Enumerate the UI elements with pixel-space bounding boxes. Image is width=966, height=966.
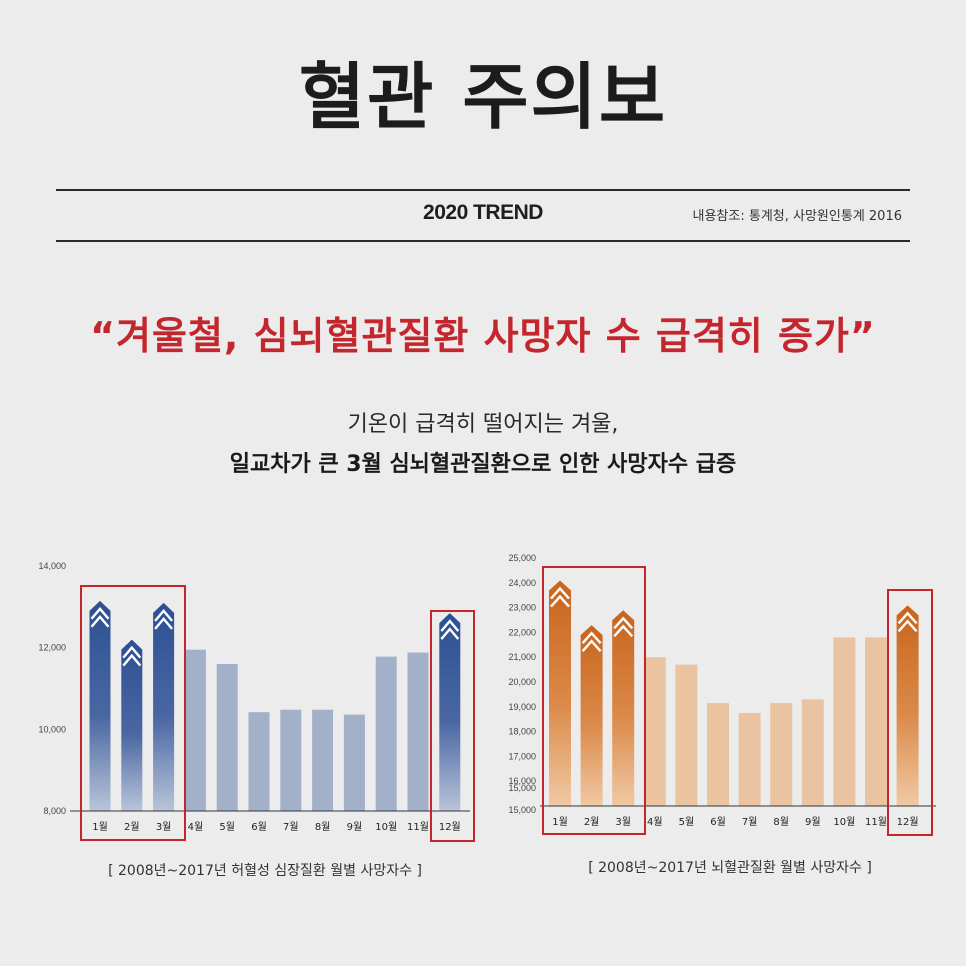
x-tick-label: 10월	[833, 816, 855, 828]
bar	[248, 712, 270, 811]
x-tick-label: 3월	[615, 816, 631, 828]
bar	[153, 602, 175, 811]
y-tick-label: 22,000	[508, 627, 536, 637]
bar	[375, 656, 397, 811]
bar	[643, 657, 666, 806]
x-tick-label: 2월	[124, 821, 140, 833]
bar	[675, 664, 698, 806]
x-tick-label: 7월	[283, 821, 299, 833]
x-tick-label: 4월	[188, 821, 204, 833]
bar	[343, 714, 365, 811]
x-tick-label: 5월	[219, 821, 235, 833]
headline: “겨울철, 심뇌혈관질환 사망자 수 급격히 증가”	[90, 314, 876, 358]
bar	[738, 713, 761, 806]
x-tick-label: 2월	[584, 816, 600, 828]
y-tick-label: 10,000	[38, 724, 66, 734]
bar	[865, 637, 887, 806]
x-tick-label: 9월	[805, 816, 821, 828]
x-tick-label: 6월	[710, 816, 726, 828]
x-tick-label: 5월	[679, 816, 695, 828]
bar	[549, 580, 571, 806]
y-tick-label: 16,000	[508, 776, 536, 786]
chevron-up-icon	[550, 586, 570, 600]
top-divider	[56, 189, 910, 191]
y-tick-label: 17,000	[508, 751, 536, 761]
y-tick-label: 18,000	[508, 727, 536, 737]
x-tick-label: 11월	[865, 816, 887, 828]
highlight-box	[542, 566, 646, 835]
bar	[280, 709, 302, 811]
chart-cerebrovascular-disease: 15,00015,00016,00017,00018,00019,00020,0…	[508, 553, 936, 836]
chevron-up-icon	[613, 624, 634, 638]
subtitle-line-2: 일교차가 큰 3월 심뇌혈관질환으로 인한 사망자수 급증	[229, 452, 737, 477]
y-tick-label: 23,000	[508, 603, 536, 613]
x-tick-label: 8월	[773, 816, 789, 828]
y-tick-label: 14,000	[38, 561, 66, 571]
bar	[896, 605, 919, 806]
chevron-up-icon	[154, 617, 174, 630]
y-tick-label: 15,000	[508, 805, 536, 815]
page-title: 혈관 주의보	[298, 55, 668, 139]
chevron-up-icon	[897, 611, 918, 625]
chevron-up-icon	[154, 609, 174, 622]
chevron-up-icon	[581, 639, 602, 652]
y-tick-label: 20,000	[508, 677, 536, 687]
bar	[707, 703, 729, 806]
x-tick-label: 4월	[647, 816, 663, 828]
x-tick-label: 12월	[897, 816, 919, 828]
chart-caption-left: [ 2008년~2017년 허혈성 심장질환 월별 사망자수 ]	[108, 863, 422, 879]
bar	[770, 703, 793, 806]
x-tick-label: 12월	[439, 821, 461, 833]
highlight-box	[430, 610, 475, 842]
bar	[612, 610, 635, 806]
x-tick-label: 7월	[742, 816, 758, 828]
chart-ischemic-heart-disease: 8,000 10,000 12,000 14,000 1월 2월 3월 4월 5월 6월 7월 8월 9…	[38, 561, 475, 842]
bar	[312, 709, 334, 811]
y-tick-label: 8,000	[43, 806, 66, 816]
highlight-box	[80, 585, 186, 841]
chevron-up-icon	[613, 616, 634, 630]
bar	[89, 600, 111, 811]
highlight-box	[887, 589, 933, 836]
chevron-up-icon	[440, 627, 460, 640]
bar	[121, 639, 143, 811]
chevron-up-icon	[122, 653, 142, 667]
chevron-up-icon	[440, 619, 460, 632]
bar	[580, 625, 603, 806]
bar	[801, 699, 824, 806]
y-tick-label: 21,000	[508, 652, 536, 662]
x-tick-label: 3월	[156, 821, 172, 833]
x-tick-label: 10월	[375, 821, 397, 833]
chevron-up-icon	[581, 631, 602, 644]
trend-label: 2020 TREND	[423, 201, 543, 224]
x-tick-label: 1월	[552, 816, 568, 828]
y-tick-label: 25,000	[508, 553, 536, 563]
x-tick-label: 1월	[92, 821, 108, 833]
bar	[439, 613, 461, 811]
bar	[407, 652, 429, 811]
chevron-up-icon	[897, 619, 918, 633]
chevron-up-icon	[122, 645, 142, 659]
bar	[184, 649, 206, 811]
source-note: 내용참조: 통계청, 사망원인통계 2016	[692, 209, 902, 224]
y-tick-label: 24,000	[508, 578, 536, 588]
bar	[833, 637, 856, 806]
chevron-up-icon	[550, 594, 570, 608]
y-tick-label: 19,000	[508, 702, 536, 712]
y-tick-label: 15,000	[508, 783, 536, 793]
x-tick-label: 9월	[347, 821, 363, 833]
x-tick-label: 8월	[315, 821, 331, 833]
x-tick-label: 6월	[251, 821, 267, 833]
chart-caption-right: [ 2008년~2017년 뇌혈관질환 월별 사망자수 ]	[588, 860, 872, 876]
x-tick-label: 11월	[407, 821, 429, 833]
y-tick-label: 12,000	[38, 643, 66, 653]
subtitle-line-1: 기온이 급격히 떨어지는 겨울,	[347, 412, 619, 437]
bar	[216, 664, 238, 811]
bottom-divider	[56, 240, 910, 242]
chevron-up-icon	[90, 614, 110, 628]
chevron-up-icon	[90, 606, 110, 620]
